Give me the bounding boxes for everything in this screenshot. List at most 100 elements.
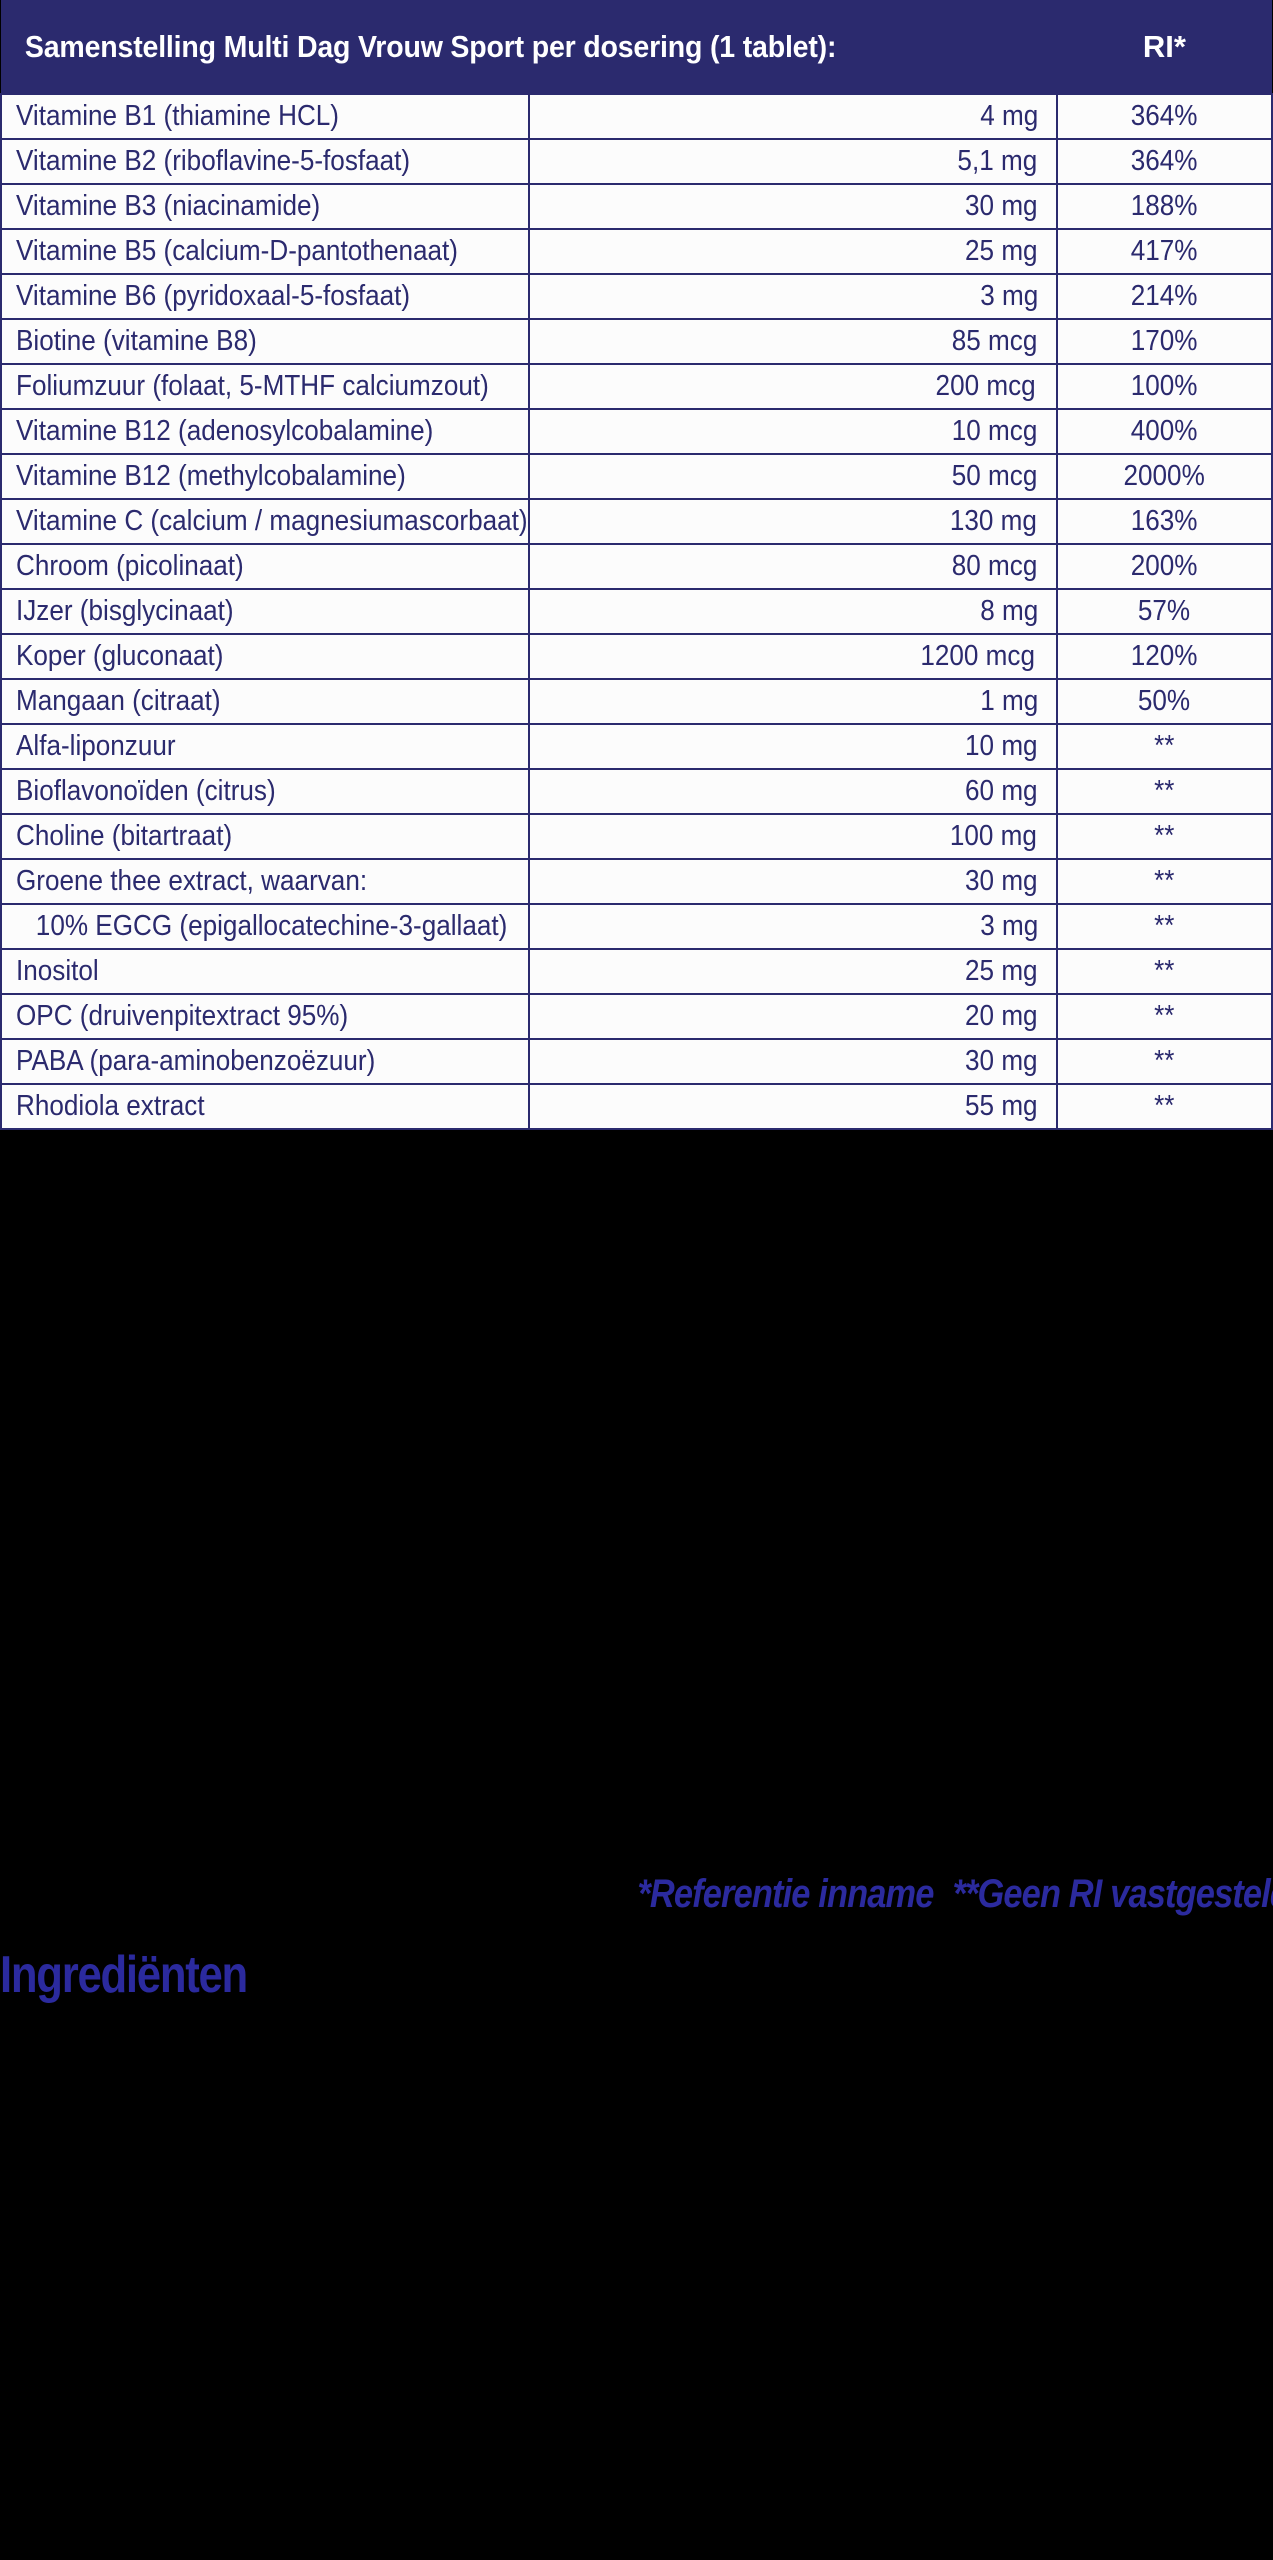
ingredient-amount-cell: 3 mg (527, 273, 1058, 320)
ingredient-name: IJzer (bisglycinaat) (16, 595, 234, 627)
footnote-row: *Referentie inname **Geen RI vastgesteld (181, 1872, 1273, 1917)
ingredient-amount: 80 mcg (951, 550, 1037, 582)
ingredient-amount: 200 mcg (936, 370, 1037, 402)
ingredient-amount: 20 mg (965, 1000, 1038, 1032)
ingredient-amount-cell: 30 mg (527, 858, 1058, 905)
ingredient-name: Rhodiola extract (16, 1090, 205, 1122)
table-row: Biotine (vitamine B8) 85 mcg 170% (0, 318, 1273, 365)
ingredient-ri-cell: 400% (1055, 408, 1273, 455)
supplement-facts-panel: Samenstelling Multi Dag Vrouw Sport per … (0, 0, 1273, 1130)
ingredient-ri-cell: 2000% (1055, 453, 1273, 500)
ingredient-amount: 3 mg (980, 910, 1039, 942)
table-row: Vitamine B12 (methylcobalamine) 50 mcg 200… (0, 453, 1273, 500)
table-row: Vitamine B1 (thiamine HCL) 4 mg 364% (0, 93, 1273, 140)
ingredient-ri-value: 163% (1130, 505, 1198, 537)
table-row: 10% EGCG (epigallocatechine-3-gallaat) 3 … (0, 903, 1273, 950)
ingredient-ri-cell: ** (1055, 1083, 1273, 1130)
table-row: Alfa-liponzuur 10 mg ** (0, 723, 1273, 770)
table-row: Inositol 25 mg ** (0, 948, 1273, 995)
table-row: Mangaan (citraat) 1 mg 50% (0, 678, 1273, 725)
ingredient-name-cell: Mangaan (citraat) (0, 678, 530, 725)
ingredient-ri-value: ** (1154, 955, 1175, 987)
ingredient-ri-cell: 57% (1055, 588, 1273, 635)
ingredient-ri-value: 417% (1130, 235, 1198, 267)
ingredient-amount: 100 mg (949, 820, 1037, 852)
ingredient-name-cell: Chroom (picolinaat) (0, 543, 530, 590)
table-row: IJzer (bisglycinaat) 8 mg 57% (0, 588, 1273, 635)
ingredient-name: Vitamine B12 (methylcobalamine) (16, 460, 406, 492)
ingredient-ri-value: 100% (1130, 370, 1198, 402)
ingredient-name: Vitamine B5 (calcium-D-pantothenaat) (16, 235, 458, 267)
ingredient-name-cell: PABA (para-aminobenzoëzuur) (0, 1038, 530, 1085)
ingredient-amount: 25 mg (965, 235, 1038, 267)
ingredient-ri-value: ** (1154, 910, 1175, 942)
table-row: Choline (bitartraat) 100 mg ** (0, 813, 1273, 860)
ingredient-name-cell: Vitamine C (calcium / magnesiumascorbaat… (0, 498, 530, 545)
ingredient-ri-cell: 170% (1055, 318, 1273, 365)
ingredient-amount-cell: 1200 mcg (527, 633, 1058, 680)
ingredient-amount-cell: 20 mg (527, 993, 1058, 1040)
ingredient-name-cell: Vitamine B2 (riboflavine-5-fosfaat) (0, 138, 530, 185)
ingredient-amount-cell: 10 mg (527, 723, 1058, 770)
ingredient-amount: 1200 mcg (920, 640, 1036, 672)
ingredient-ri-value: 214% (1130, 280, 1198, 312)
ingredient-amount-cell: 130 mg (527, 498, 1058, 545)
ingredient-amount: 60 mg (965, 775, 1038, 807)
table-row: Koper (gluconaat) 1200 mcg 120% (0, 633, 1273, 680)
ingredient-name: Vitamine C (calcium / magnesiumascorbaat… (16, 505, 528, 537)
table-row: Groene thee extract, waarvan: 30 mg ** (0, 858, 1273, 905)
ingredient-amount-cell: 5,1 mg (527, 138, 1058, 185)
nutrition-table-body: Vitamine B1 (thiamine HCL) 4 mg 364% Vitami… (0, 93, 1273, 1130)
table-row: Foliumzuur (folaat, 5-MTHF calciumzout) 2… (0, 363, 1273, 410)
ingredient-ri-cell: 120% (1055, 633, 1273, 680)
table-row: Vitamine B6 (pyridoxaal-5-fosfaat) 3 mg 21… (0, 273, 1273, 320)
ingredient-amount-cell: 200 mcg (527, 363, 1058, 410)
ingredient-name-cell: IJzer (bisglycinaat) (0, 588, 530, 635)
ingredient-ri-value: ** (1154, 1045, 1175, 1077)
ingredient-ri-cell: 50% (1055, 678, 1273, 725)
ingredient-ri-cell: ** (1055, 993, 1273, 1040)
ingredient-amount: 5,1 mg (957, 145, 1038, 177)
ingredient-name-cell: Foliumzuur (folaat, 5-MTHF calciumzout) (0, 363, 530, 410)
ingredient-ri-cell: 200% (1055, 543, 1273, 590)
table-row: Vitamine B12 (adenosylcobalamine) 10 mcg 4… (0, 408, 1273, 455)
ingredient-name: Vitamine B2 (riboflavine-5-fosfaat) (16, 145, 411, 177)
ingredient-amount: 30 mg (965, 865, 1038, 897)
ingredient-name-cell: Rhodiola extract (0, 1083, 530, 1130)
ingredient-amount-cell: 8 mg (527, 588, 1058, 635)
ingredient-ri-cell: ** (1055, 723, 1273, 770)
footnote-ri: *Referentie inname (637, 1872, 934, 1916)
ingredient-ri-cell: 364% (1055, 138, 1273, 185)
ingredient-ri-value: ** (1154, 1000, 1175, 1032)
ingredient-name: Alfa-liponzuur (16, 730, 176, 762)
ingredient-amount: 30 mg (965, 190, 1038, 222)
ingredient-amount-cell: 50 mcg (527, 453, 1058, 500)
ingredient-amount-cell: 3 mg (527, 903, 1058, 950)
ingredient-ri-cell: ** (1055, 858, 1273, 905)
ingredient-ri-value: 364% (1130, 145, 1198, 177)
ingredient-name-cell: 10% EGCG (epigallocatechine-3-gallaat) (0, 903, 530, 950)
ingredient-name-cell: Bioflavonoïden (citrus) (0, 768, 530, 815)
table-row: Bioflavonoïden (citrus) 60 mg ** (0, 768, 1273, 815)
ingredient-ri-cell: 417% (1055, 228, 1273, 275)
ingredient-amount: 4 mg (980, 100, 1039, 132)
ingredient-amount-cell: 55 mg (527, 1083, 1058, 1130)
ingredient-ri-cell: ** (1055, 768, 1273, 815)
ingredient-ri-value: 57% (1138, 595, 1191, 627)
ingredient-amount-cell: 25 mg (527, 228, 1058, 275)
ingredient-amount: 8 mg (980, 595, 1039, 627)
table-row: OPC (druivenpitextract 95%) 20 mg ** (0, 993, 1273, 1040)
ingredient-amount: 10 mg (965, 730, 1038, 762)
table-row: PABA (para-aminobenzoëzuur) 30 mg ** (0, 1038, 1273, 1085)
ingredient-ri-value: 364% (1130, 100, 1198, 132)
ingredient-name: Mangaan (citraat) (16, 685, 221, 717)
ingredient-ri-cell: ** (1055, 1038, 1273, 1085)
ingredient-name: Choline (bitartraat) (16, 820, 233, 852)
ingredient-name-cell: Choline (bitartraat) (0, 813, 530, 860)
ingredient-name: Vitamine B12 (adenosylcobalamine) (16, 415, 434, 447)
ingredient-amount-cell: 100 mg (527, 813, 1058, 860)
ingredient-ri-value: 120% (1130, 640, 1198, 672)
ingredient-amount: 10 mcg (951, 415, 1037, 447)
nutrition-table: Samenstelling Multi Dag Vrouw Sport per … (0, 0, 1273, 1130)
ingredient-name: Vitamine B3 (niacinamide) (16, 190, 321, 222)
